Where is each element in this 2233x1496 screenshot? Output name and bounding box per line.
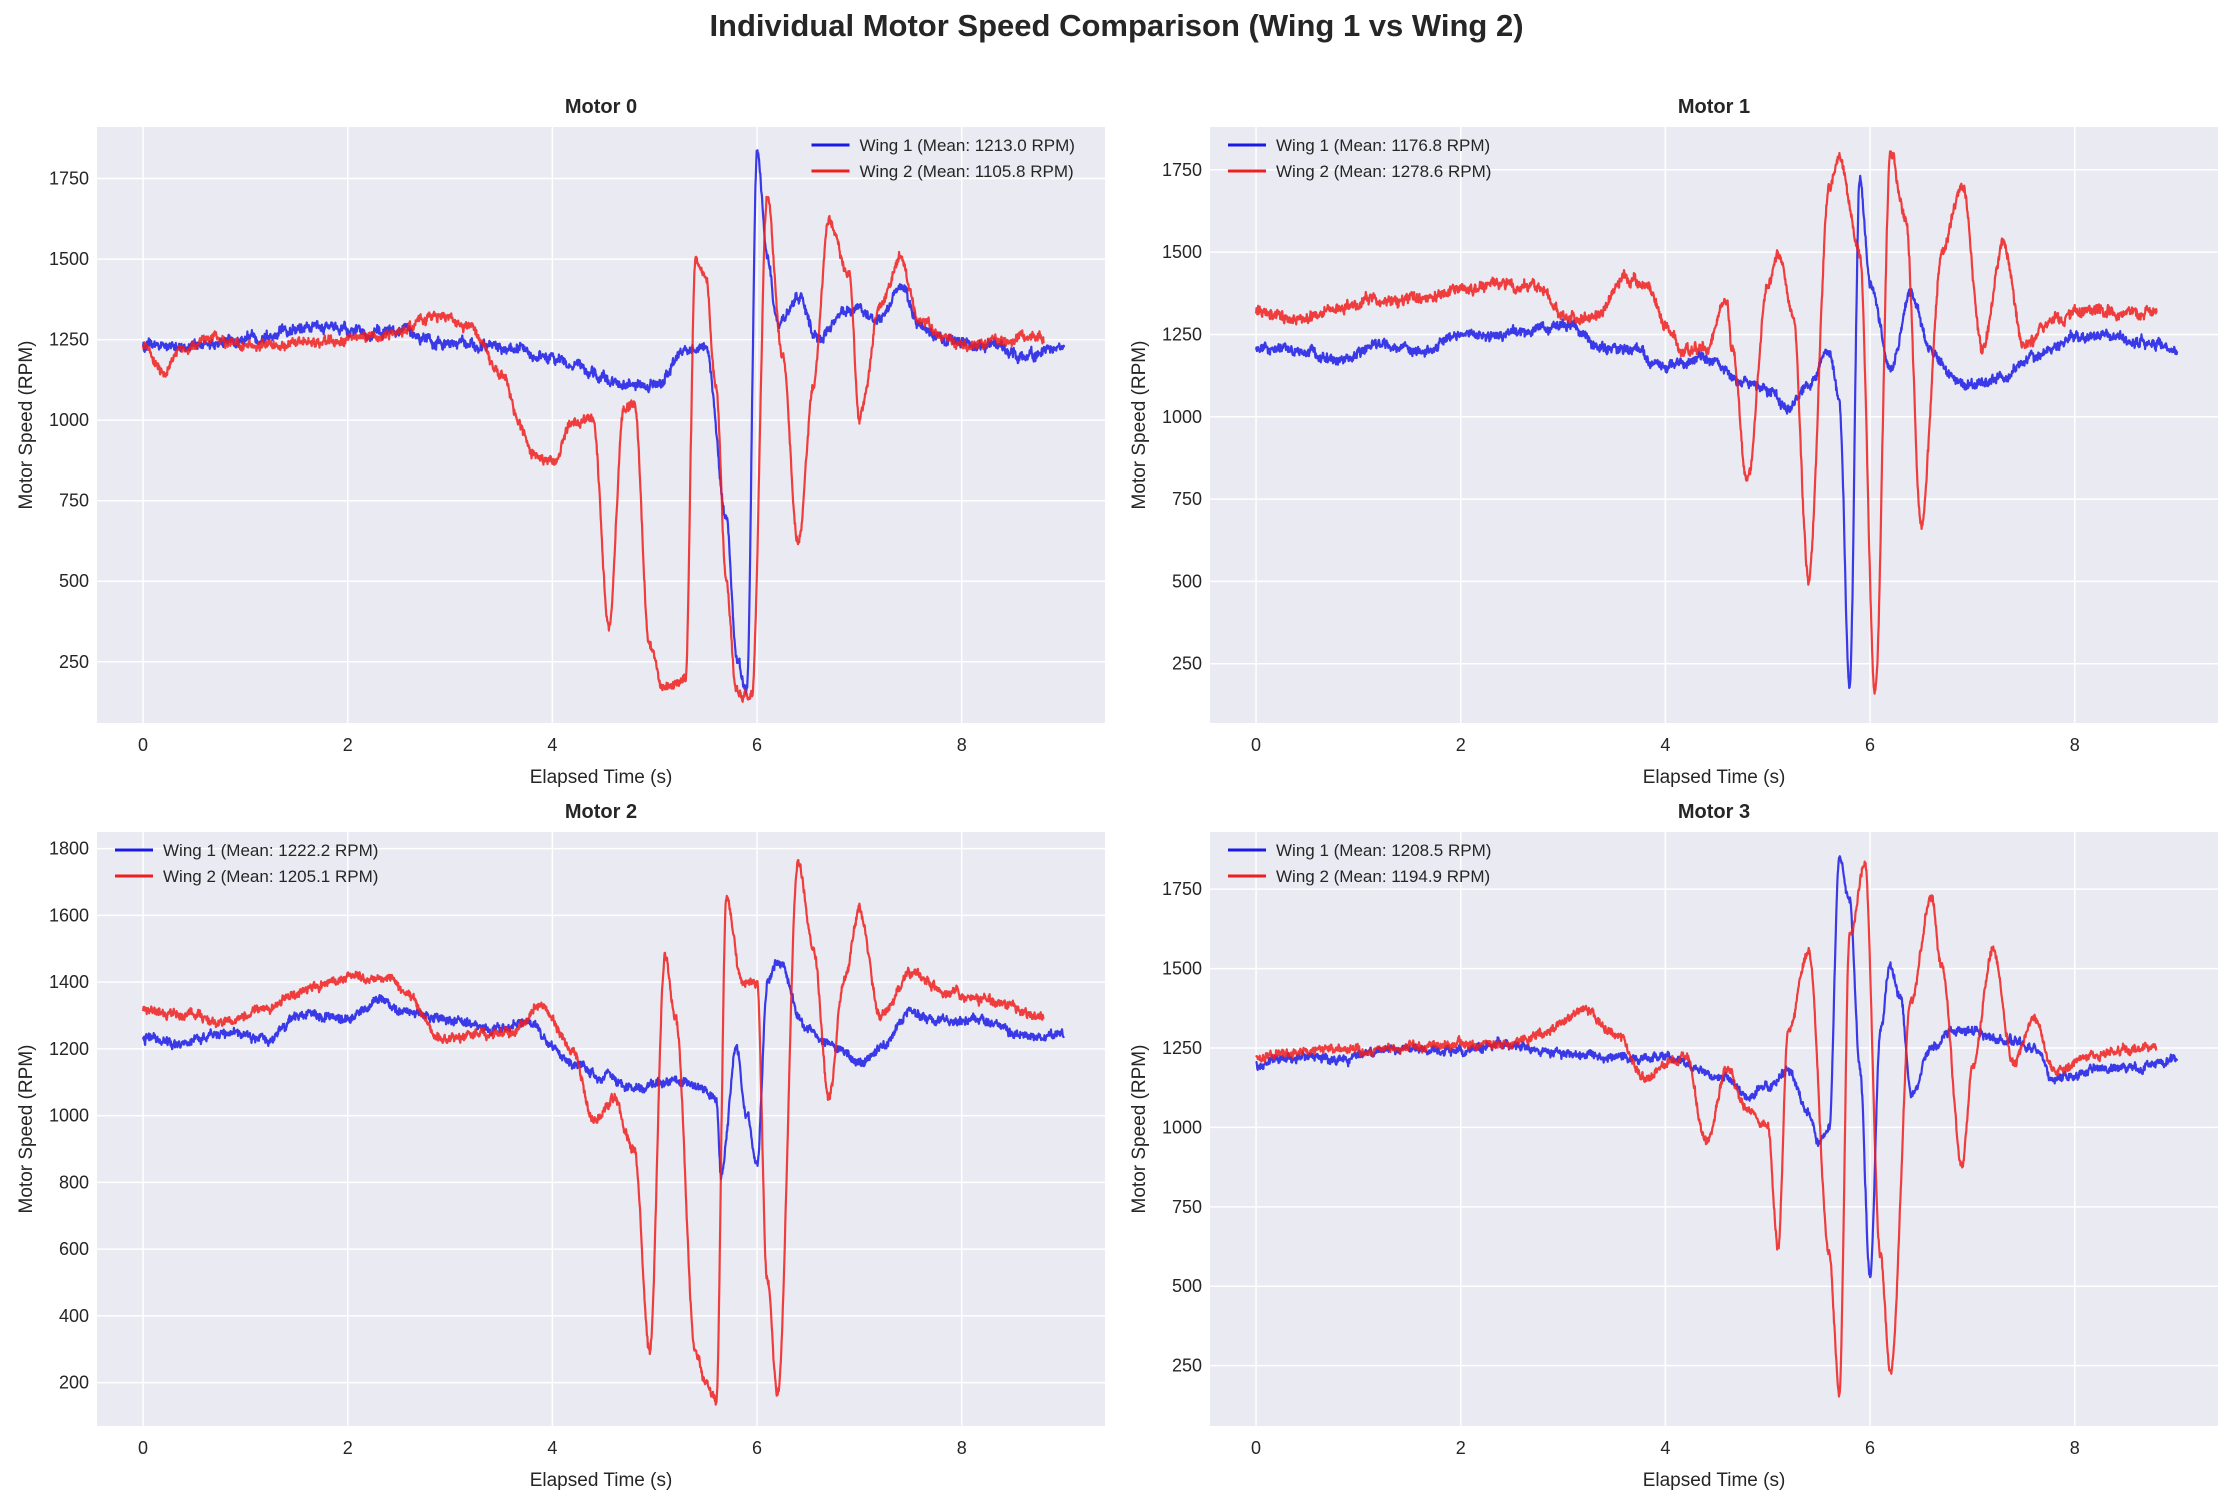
chart-panel-0: 0 2 4 6 8 250 500 750 1000 1250 1500 1750 Motor 0 Ela… (16, 96, 1105, 788)
x-tick-label: 4 (547, 1438, 557, 1458)
x-axis-label: Elapsed Time (s) (530, 1470, 673, 1491)
plot-area (97, 127, 1105, 723)
y-tick-label: 600 (59, 1239, 89, 1259)
x-tick-label: 2 (343, 1438, 353, 1458)
legend: Wing 1 (Mean: 1213.0 RPM) Wing 2 (Mean: 1… (811, 136, 1075, 181)
x-tick-label: 4 (547, 735, 557, 755)
y-tick-label: 750 (59, 491, 89, 511)
series-line-2 (142, 195, 1045, 703)
chart-title: Motor 1 (1678, 96, 1750, 118)
y-tick-label: 1200 (49, 1039, 89, 1059)
y-tick-label: 200 (59, 1373, 89, 1393)
plot-area (1210, 832, 2218, 1426)
legend-label-1: Wing 1 (Mean: 1208.5 RPM) (1276, 841, 1491, 860)
x-tick-label: 8 (2070, 735, 2080, 755)
x-tick-label: 8 (957, 1438, 967, 1458)
x-tick-label: 4 (1660, 735, 1670, 755)
legend-label-2: Wing 2 (Mean: 1278.6 RPM) (1276, 162, 1491, 181)
y-tick-label: 500 (59, 571, 89, 591)
y-axis-label: Motor Speed (RPM) (16, 1045, 37, 1214)
chart-panel-3: 0 2 4 6 8 250 500 750 1000 1250 1500 1750 Motor 3 Ela… (1129, 801, 2218, 1491)
y-tick-label: 750 (1172, 1197, 1202, 1217)
y-tick-label: 250 (59, 652, 89, 672)
y-tick-label: 250 (1172, 654, 1202, 674)
y-tick-label: 1800 (49, 839, 89, 859)
chart-panel-2: 0 2 4 6 8 200 400 600 800 1000 1200 1400 1600 1800 Mot… (16, 801, 1105, 1491)
x-tick-label: 6 (752, 735, 762, 755)
x-axis-label: Elapsed Time (s) (1643, 767, 1786, 788)
x-tick-label: 6 (1865, 735, 1875, 755)
legend-label-1: Wing 1 (Mean: 1222.2 RPM) (163, 841, 378, 860)
y-tick-label: 1250 (1162, 324, 1202, 344)
legend-label-2: Wing 2 (Mean: 1205.1 RPM) (163, 867, 378, 886)
y-tick-label: 1400 (49, 972, 89, 992)
y-tick-label: 1500 (1162, 959, 1202, 979)
legend-label-1: Wing 1 (Mean: 1176.8 RPM) (1276, 136, 1490, 155)
y-tick-label: 1500 (1162, 242, 1202, 262)
x-axis-label: Elapsed Time (s) (530, 767, 673, 788)
legend-label-2: Wing 2 (Mean: 1105.8 RPM) (860, 162, 1074, 181)
y-tick-label: 1750 (1162, 160, 1202, 180)
legend: Wing 1 (Mean: 1208.5 RPM) Wing 2 (Mean: 1… (1228, 841, 1491, 886)
x-tick-label: 0 (1251, 1438, 1261, 1458)
x-tick-label: 2 (343, 735, 353, 755)
y-tick-label: 1750 (49, 169, 89, 189)
x-tick-label: 4 (1660, 1438, 1670, 1458)
figure-title: Individual Motor Speed Comparison (Wing … (709, 8, 1524, 43)
x-tick-label: 0 (138, 1438, 148, 1458)
y-axis-label: Motor Speed (RPM) (16, 341, 37, 510)
x-tick-label: 2 (1456, 1438, 1466, 1458)
legend-label-1: Wing 1 (Mean: 1213.0 RPM) (860, 136, 1075, 155)
series-line-2 (1255, 860, 2158, 1398)
y-tick-label: 500 (1172, 571, 1202, 591)
y-tick-label: 250 (1172, 1356, 1202, 1376)
y-tick-label: 500 (1172, 1276, 1202, 1296)
x-tick-label: 6 (752, 1438, 762, 1458)
x-tick-label: 8 (957, 735, 967, 755)
y-tick-label: 750 (1172, 489, 1202, 509)
y-tick-label: 1500 (49, 249, 89, 269)
series-line-2 (1255, 150, 2158, 695)
legend: Wing 1 (Mean: 1222.2 RPM) Wing 2 (Mean: 1… (115, 841, 378, 886)
series-line-1 (1255, 174, 2179, 689)
y-tick-label: 1750 (1162, 879, 1202, 899)
y-axis-label: Motor Speed (RPM) (1129, 1045, 1150, 1214)
chart-panel-1: 0 2 4 6 8 250 500 750 1000 1250 1500 1750 Motor 1 Ela… (1129, 96, 2218, 788)
y-tick-label: 1250 (49, 330, 89, 350)
x-tick-label: 0 (1251, 735, 1261, 755)
plot-area (1210, 127, 2218, 723)
y-tick-label: 1000 (1162, 1117, 1202, 1137)
x-tick-label: 6 (1865, 1438, 1875, 1458)
y-tick-label: 800 (59, 1172, 89, 1192)
x-tick-label: 0 (138, 735, 148, 755)
chart-title: Motor 0 (565, 96, 637, 118)
y-tick-label: 1600 (49, 905, 89, 925)
y-tick-label: 1000 (1162, 407, 1202, 427)
x-axis-label: Elapsed Time (s) (1643, 1470, 1786, 1491)
x-tick-label: 8 (2070, 1438, 2080, 1458)
chart-title: Motor 3 (1678, 801, 1750, 823)
x-tick-label: 2 (1456, 735, 1466, 755)
legend-label-2: Wing 2 (Mean: 1194.9 RPM) (1276, 867, 1490, 886)
y-tick-label: 1000 (49, 410, 89, 430)
series-line-1 (142, 149, 1066, 695)
y-tick-label: 400 (59, 1306, 89, 1326)
series-line-2 (142, 859, 1045, 1406)
legend: Wing 1 (Mean: 1176.8 RPM) Wing 2 (Mean: 1… (1228, 136, 1491, 181)
y-axis-label: Motor Speed (RPM) (1129, 341, 1150, 510)
plot-area (97, 832, 1105, 1426)
chart-title: Motor 2 (565, 801, 637, 823)
series-line-1 (142, 959, 1066, 1181)
y-tick-label: 1250 (1162, 1038, 1202, 1058)
y-tick-label: 1000 (49, 1106, 89, 1126)
